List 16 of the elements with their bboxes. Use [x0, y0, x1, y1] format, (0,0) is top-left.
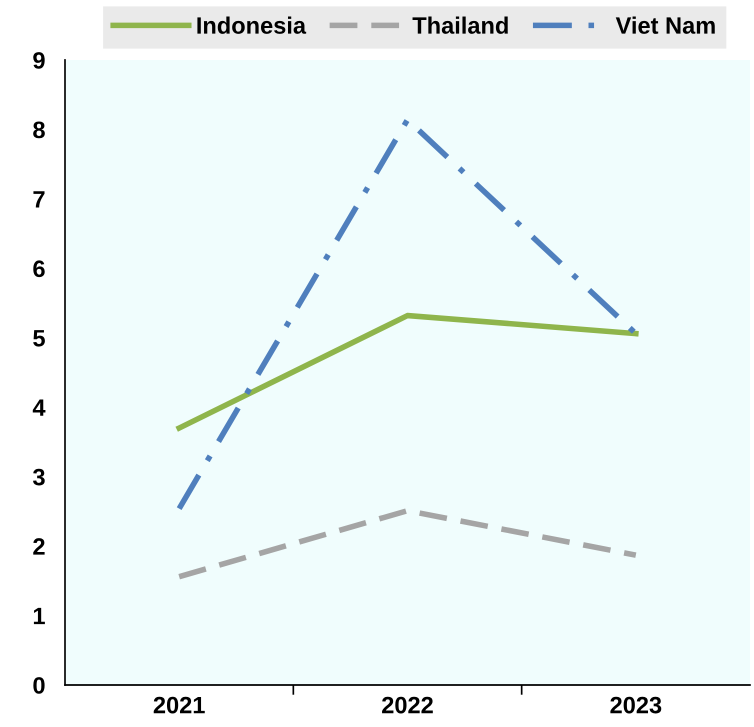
- y-tick-label: 1: [34, 608, 45, 624]
- y-tick-label: 5: [33, 330, 45, 347]
- y-tick-label: 4: [32, 400, 46, 416]
- x-tick-label: 2022: [382, 696, 433, 714]
- y-tick-label: 0: [33, 677, 45, 694]
- y-tick-label: 8: [33, 122, 45, 138]
- legend-label: Viet Nam: [616, 16, 715, 34]
- y-tick-label: 2: [33, 538, 45, 555]
- legend-label: Indonesia: [197, 16, 306, 34]
- x-tick-label: 2021: [154, 696, 205, 714]
- y-tick-label: 9: [33, 52, 45, 69]
- x-tick-label: 2023: [610, 696, 662, 714]
- y-tick-label: 7: [33, 191, 45, 208]
- y-tick-label: 6: [33, 260, 45, 278]
- y-tick-label: 3: [32, 468, 45, 486]
- legend-label: Thailand: [412, 16, 508, 34]
